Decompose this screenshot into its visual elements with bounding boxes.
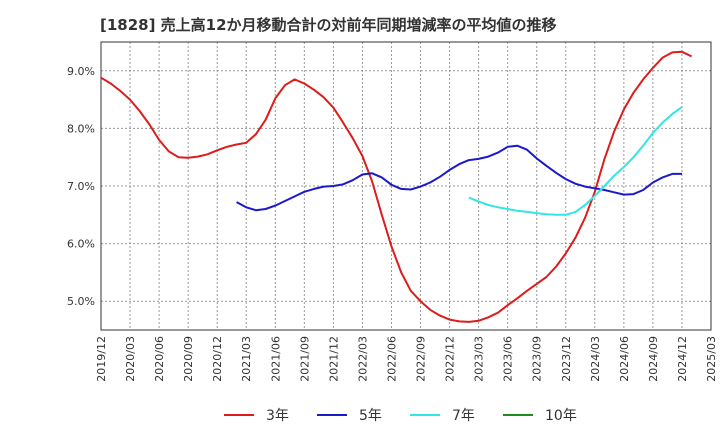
- series-line-7年: [468, 106, 683, 216]
- y-axis: 5.0% 6.0% 7.0% 8.0% 9.0%: [67, 65, 95, 308]
- x-tick-label: 2020/12: [211, 336, 224, 382]
- y-tick-label: 6.0%: [67, 238, 95, 251]
- x-tick-label: 2024/09: [647, 336, 660, 382]
- x-tick-label: 2023/09: [531, 336, 544, 382]
- x-axis: 2019/12 2020/03 2020/06 2020/09 2020/12 2021/…: [95, 336, 718, 382]
- x-tick-label: 2024/03: [589, 336, 602, 382]
- x-tick-label: 2019/12: [95, 336, 108, 382]
- x-tick-label: 2021/12: [327, 336, 340, 382]
- x-tick-label: 2024/12: [676, 336, 689, 382]
- x-tick-label: 2021/09: [298, 336, 311, 382]
- legend-label: 3年: [266, 408, 289, 424]
- series-line-5年: [236, 144, 682, 212]
- legend-label: 7年: [452, 408, 475, 424]
- y-tick-label: 5.0%: [67, 295, 95, 308]
- chart-title: [1828] 売上高12か月移動合計の対前年同期増減率の平均値の推移: [100, 16, 557, 34]
- x-tick-label: 2020/03: [124, 336, 137, 382]
- grid-lines: [100, 42, 712, 330]
- x-tick-label: 2021/06: [269, 336, 282, 382]
- plot-area-frame: [100, 41, 712, 331]
- x-tick-label: 2024/06: [618, 336, 631, 382]
- legend: 3年 5年 7年 10年: [224, 408, 577, 424]
- x-tick-label: 2022/12: [444, 336, 457, 382]
- series-lines: [100, 50, 693, 323]
- x-tick-label: 2023/12: [560, 336, 573, 382]
- y-tick-label: 8.0%: [67, 122, 95, 135]
- x-tick-label: 2022/06: [385, 336, 398, 382]
- legend-label: 5年: [359, 408, 382, 424]
- x-tick-label: 2022/09: [415, 336, 428, 382]
- x-tick-label: 2021/03: [240, 336, 253, 382]
- x-tick-label: 2023/06: [502, 336, 515, 382]
- x-tick-label: 2023/03: [473, 336, 486, 382]
- x-tick-label: 2020/06: [153, 336, 166, 382]
- x-tick-label: 2022/03: [356, 336, 369, 382]
- legend-label: 10年: [545, 408, 577, 424]
- y-tick-label: 7.0%: [67, 180, 95, 193]
- x-tick-label: 2020/09: [182, 336, 195, 382]
- y-tick-label: 9.0%: [67, 65, 95, 78]
- x-tick-label: 2025/03: [705, 336, 718, 382]
